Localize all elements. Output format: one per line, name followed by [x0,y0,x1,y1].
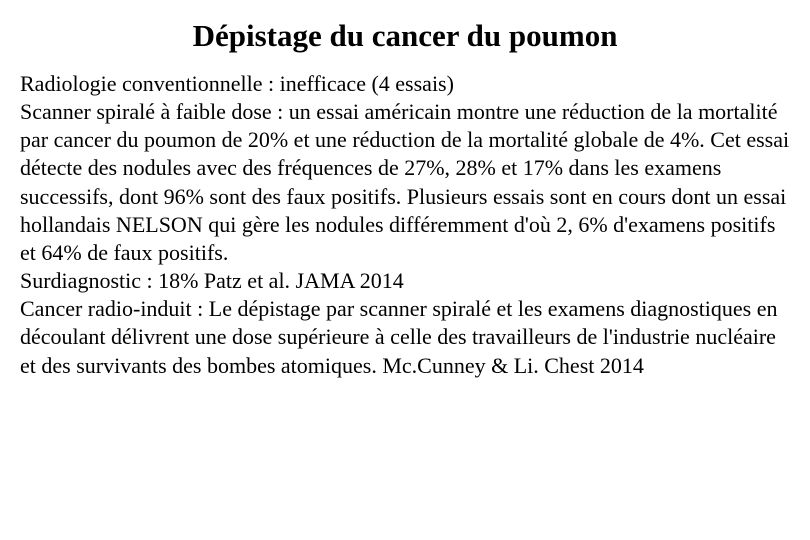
paragraph-surdiagnostic: Surdiagnostic : 18% Patz et al. JAMA 201… [20,267,790,295]
paragraph-scanner: Scanner spiralé à faible dose : un essai… [20,98,790,267]
slide-title: Dépistage du cancer du poumon [20,18,790,54]
paragraph-radio-induit: Cancer radio-induit : Le dépistage par s… [20,295,790,379]
slide-body: Radiologie conventionnelle : inefficace … [20,70,790,380]
paragraph-radiologie: Radiologie conventionnelle : inefficace … [20,70,790,98]
